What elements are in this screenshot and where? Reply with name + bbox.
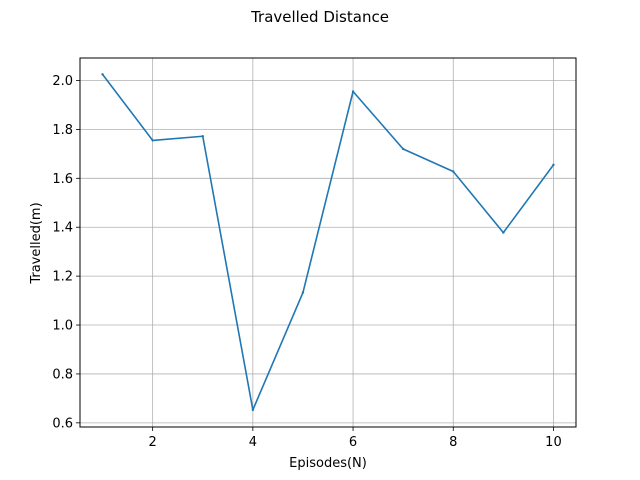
series-layer bbox=[101, 73, 555, 412]
data-point bbox=[251, 408, 255, 412]
data-point bbox=[502, 231, 505, 234]
plot-frame bbox=[79, 57, 577, 428]
y-tick-label: 2.0 bbox=[52, 74, 73, 89]
x-axis-label: Episodes(N) bbox=[289, 456, 367, 471]
y-tick-label: 1.2 bbox=[52, 270, 73, 285]
data-point bbox=[452, 170, 455, 173]
data-point bbox=[101, 73, 104, 76]
data-point bbox=[301, 291, 305, 294]
data-point bbox=[151, 139, 154, 142]
y-axis-label: Travelled(m) bbox=[29, 202, 44, 284]
data-point bbox=[351, 90, 355, 93]
data-point bbox=[401, 147, 405, 151]
grid bbox=[80, 58, 576, 427]
x-tick-label: 2 bbox=[149, 435, 157, 450]
y-tick-label: 1.6 bbox=[52, 172, 73, 187]
data-point bbox=[552, 163, 555, 167]
x-tick-label: 6 bbox=[349, 435, 357, 450]
y-tick-label: 1.4 bbox=[52, 221, 73, 236]
x-tick-label: 8 bbox=[449, 435, 457, 450]
ticks: 2 4 6 8 10 0.6 0.8 1.0 1.2 1.4 1.6 1.8 2.0 bbox=[52, 74, 561, 450]
chart-title: Travelled Distance bbox=[250, 8, 389, 26]
x-tick-label: 4 bbox=[249, 435, 257, 450]
data-point bbox=[201, 135, 204, 138]
y-tick-label: 1.8 bbox=[52, 123, 73, 138]
series-line bbox=[101, 73, 555, 411]
y-tick-label: 0.6 bbox=[52, 416, 73, 431]
y-tick-label: 0.8 bbox=[52, 367, 73, 382]
y-tick-label: 1.0 bbox=[52, 319, 73, 334]
x-tick-label: 10 bbox=[545, 435, 562, 450]
